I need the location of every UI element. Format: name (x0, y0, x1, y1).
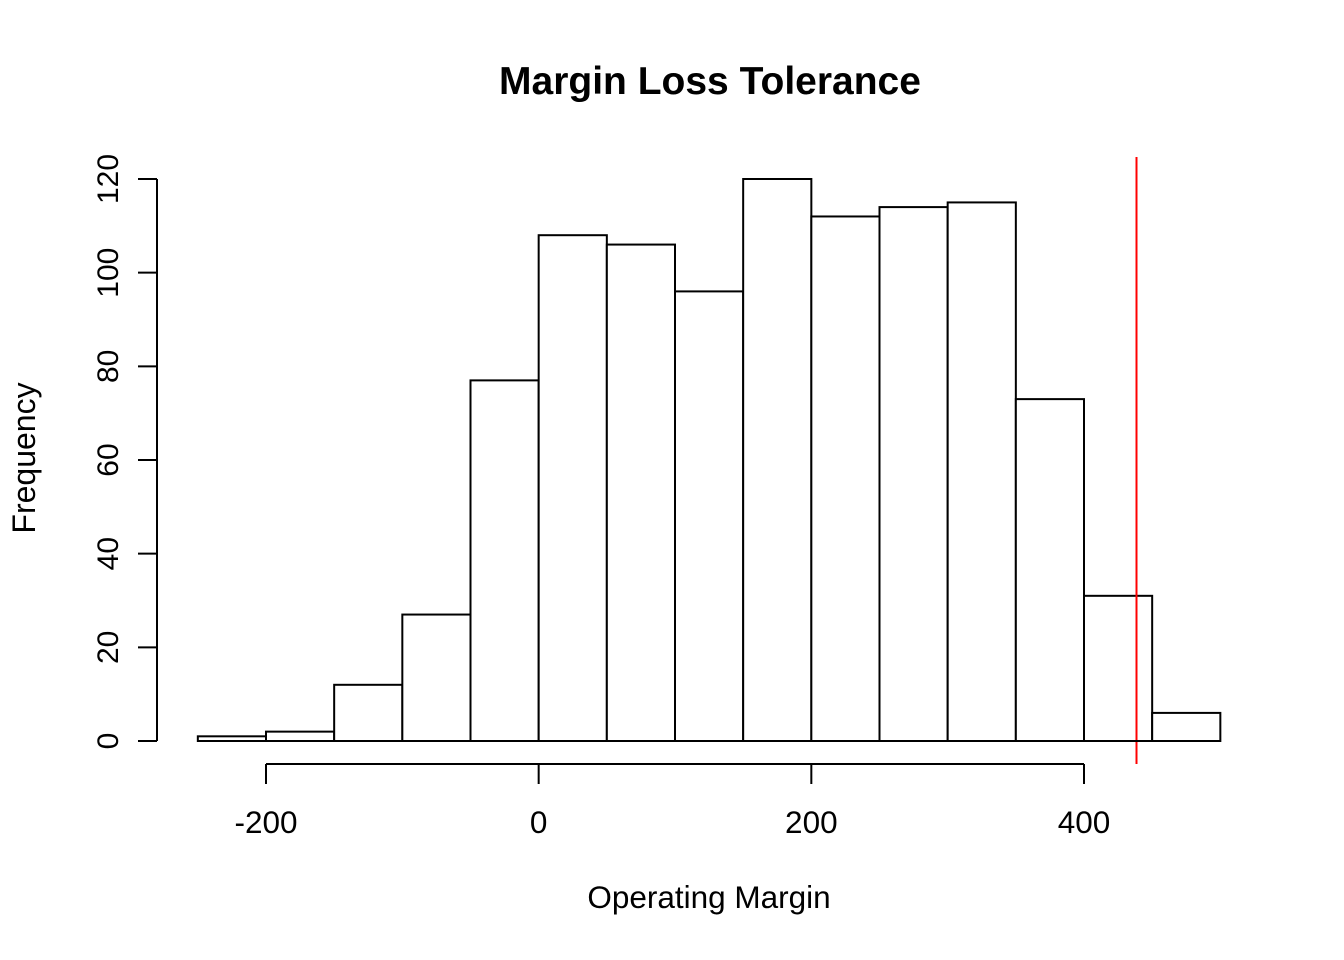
svg-text:80: 80 (92, 350, 125, 383)
svg-text:-200: -200 (234, 804, 297, 840)
svg-text:120: 120 (92, 154, 125, 204)
svg-text:100: 100 (92, 248, 125, 298)
svg-text:60: 60 (92, 443, 125, 476)
svg-text:40: 40 (92, 537, 125, 570)
svg-text:200: 200 (785, 804, 838, 840)
svg-text:Operating Margin: Operating Margin (587, 879, 830, 915)
svg-text:0: 0 (530, 804, 548, 840)
svg-text:0: 0 (92, 733, 125, 750)
svg-text:Margin Loss Tolerance: Margin Loss Tolerance (499, 60, 921, 103)
svg-text:400: 400 (1058, 804, 1111, 840)
svg-text:Frequency: Frequency (6, 382, 42, 533)
svg-text:20: 20 (92, 631, 125, 664)
